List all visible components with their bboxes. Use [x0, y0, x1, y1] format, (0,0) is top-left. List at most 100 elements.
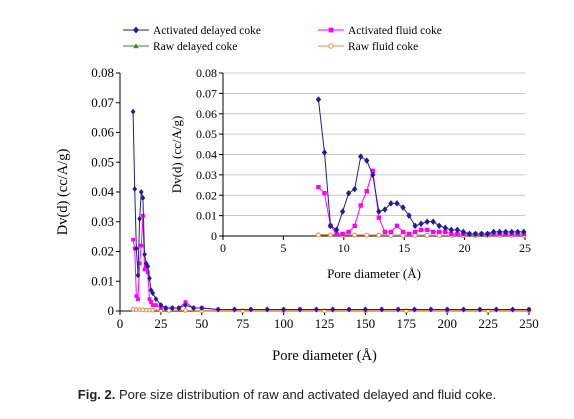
data-point [134, 294, 139, 299]
legend: Activated delayed coke Activated fluid co… [123, 25, 442, 53]
x-tick-label: 100 [274, 316, 294, 331]
x-tick-label: 150 [356, 316, 376, 331]
data-point [442, 224, 448, 232]
data-point [150, 290, 156, 297]
data-point [376, 208, 382, 215]
data-point [394, 223, 400, 229]
data-point [153, 295, 159, 303]
data-point [351, 185, 358, 193]
data-point [382, 206, 388, 213]
data-point [131, 237, 135, 242]
y-tick-label: 0.01 [196, 209, 217, 223]
y-tick-label: 0.03 [196, 168, 217, 182]
data-point [364, 188, 369, 194]
y-tick-label: 0.02 [91, 244, 114, 259]
data-point [437, 229, 442, 235]
x-tick-label: 125 [315, 316, 335, 331]
x-axis-label: Pore diameter (Å) [327, 266, 421, 281]
data-point [147, 297, 152, 301]
y-tick-label: 0.06 [91, 125, 114, 140]
data-point [424, 232, 430, 238]
legend-marker-diamond [133, 26, 139, 34]
x-tick-label: 75 [236, 316, 249, 331]
series-diamond [315, 96, 527, 238]
data-point [321, 149, 328, 156]
data-point [145, 270, 150, 275]
legend-item: Activated delayed coke [123, 25, 261, 37]
x-tick-label: 0 [117, 316, 124, 331]
data-point [138, 188, 144, 196]
data-point [133, 245, 139, 252]
y-tick-label: 0.06 [196, 107, 217, 121]
data-point [154, 303, 158, 307]
data-point [130, 108, 136, 115]
x-axis-label: Pore diameter (Å) [272, 348, 377, 364]
data-point [281, 306, 287, 313]
y-tick-label: 0 [211, 229, 217, 243]
data-point [460, 228, 467, 236]
data-point [315, 96, 322, 103]
x-tick-label: 200 [437, 316, 457, 331]
data-point [140, 194, 146, 202]
data-point [478, 230, 485, 238]
data-point [316, 184, 321, 190]
data-point [327, 232, 334, 238]
data-point [436, 222, 442, 230]
data-point [364, 232, 370, 238]
data-point [400, 204, 406, 211]
data-point [136, 297, 140, 301]
y-tick-label: 0 [108, 303, 115, 318]
data-point [362, 306, 368, 313]
data-point [493, 306, 499, 313]
data-point [521, 228, 527, 236]
y-tick-label: 0.03 [91, 214, 114, 229]
data-point [502, 228, 509, 236]
legend-label: Raw fluid coke [348, 41, 418, 53]
x-tick-label: 50 [195, 316, 208, 331]
data-point [142, 267, 147, 272]
legend-marker-triangle [133, 43, 139, 49]
y-axis-label: Dv(d) (cc/A/g) [169, 116, 184, 194]
data-point [454, 226, 461, 234]
x-tick-label: 0 [220, 241, 226, 255]
data-point [313, 306, 319, 313]
data-point [400, 229, 406, 235]
data-point [334, 231, 339, 237]
x-tick-label: 10 [338, 241, 350, 255]
data-point [352, 232, 358, 238]
data-point [199, 304, 205, 312]
data-point [135, 272, 141, 279]
data-point [412, 306, 417, 313]
series-diamond [130, 108, 532, 313]
data-point [388, 199, 394, 207]
y-tick-label: 0.08 [91, 65, 114, 80]
data-point [141, 213, 145, 218]
data-point [339, 208, 346, 215]
y-tick-label: 0.04 [91, 184, 114, 199]
data-point [191, 304, 197, 312]
data-point [418, 227, 424, 233]
legend-item: Raw fluid coke [318, 41, 418, 53]
figure-caption: Fig. 2. Pore size distribution of raw an… [0, 387, 574, 402]
data-point [510, 306, 516, 313]
data-point [169, 304, 175, 312]
data-point [448, 226, 455, 234]
data-point [346, 229, 351, 235]
data-point [412, 229, 418, 235]
data-point [264, 306, 270, 313]
data-point [424, 218, 430, 226]
data-point [232, 306, 237, 313]
data-point [147, 275, 152, 282]
x-tick-label: 25 [154, 316, 167, 331]
x-tick-label: 15 [398, 241, 410, 255]
data-point [526, 306, 532, 313]
data-point [406, 231, 412, 237]
x-tick-label: 5 [280, 241, 286, 255]
data-point [137, 215, 143, 222]
data-point [428, 306, 434, 313]
data-point [150, 307, 156, 313]
data-point [449, 231, 454, 237]
legend-label: Activated delayed coke [153, 25, 261, 37]
legend-marker-square [328, 27, 334, 33]
